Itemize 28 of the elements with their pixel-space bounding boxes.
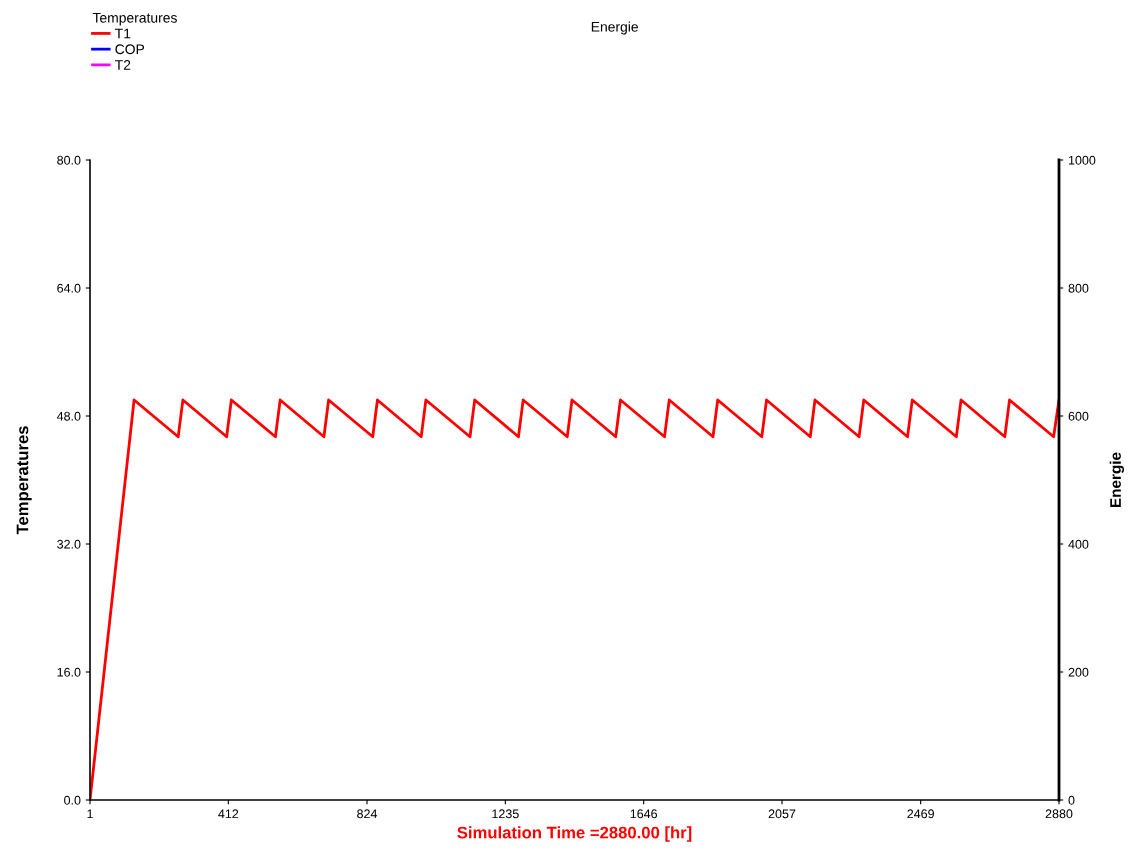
x-tick-label: 2880 — [1045, 809, 1073, 819]
x-tick-label: 2057 — [768, 809, 796, 819]
y2-tick-label: 200 — [1068, 667, 1089, 677]
y2-tick-label: 1000 — [1068, 155, 1096, 165]
legend-label: T2 — [115, 60, 131, 70]
x-axis-title: Simulation Time =2880.00 [hr] — [457, 826, 692, 842]
y-tick-label: 80.0 — [57, 155, 81, 165]
y2-tick-label: 400 — [1068, 539, 1089, 549]
x-tick-label: 1235 — [492, 809, 519, 819]
y-axis-title: Temperatures — [16, 426, 32, 535]
legend-label: COP — [115, 44, 145, 55]
y2-tick-label: 800 — [1068, 283, 1089, 293]
y2-tick-label: 600 — [1068, 411, 1089, 421]
y2-axis-title: Energie — [1109, 452, 1125, 507]
x-tick-label: 824 — [357, 809, 378, 819]
x-tick-label: 1646 — [630, 809, 658, 819]
y2-tick-label: 0 — [1068, 795, 1075, 805]
x-tick-label: 1 — [87, 809, 93, 819]
y-tick-label: 16.0 — [57, 667, 81, 677]
x-tick-label: 2469 — [907, 809, 934, 819]
legend-title: Temperatures — [92, 13, 177, 26]
y-tick-label: 64.0 — [57, 283, 81, 293]
y-tick-label: 0.0 — [64, 795, 81, 805]
y-tick-label: 48.0 — [56, 411, 81, 421]
legend-label: T1 — [115, 28, 131, 39]
x-tick-label: 412 — [218, 809, 239, 819]
y-tick-label: 32.0 — [57, 539, 81, 549]
text: Energie — [591, 21, 638, 35]
